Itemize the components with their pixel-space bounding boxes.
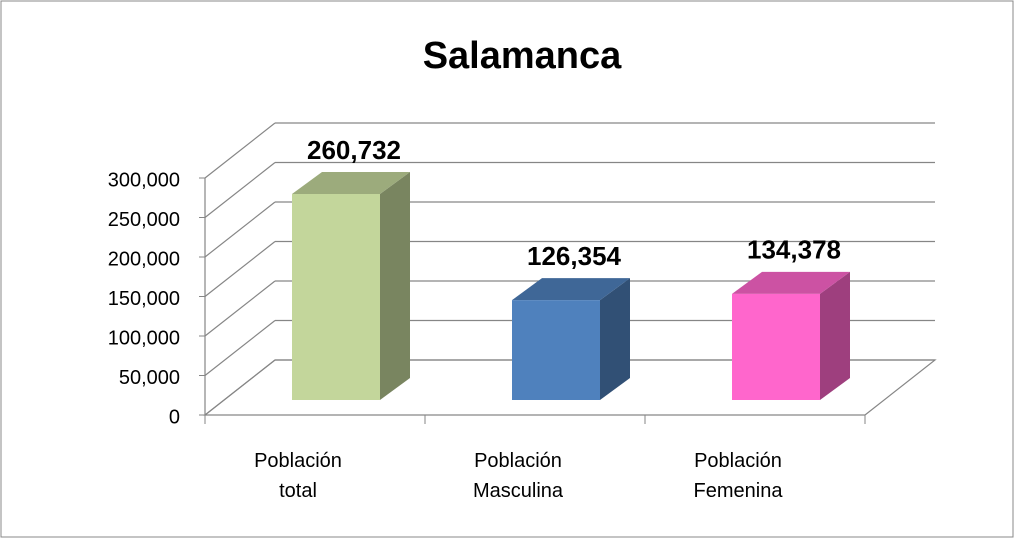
grid-line [204,359,276,416]
data-label: 126,354 [527,241,622,271]
grid-line [204,280,276,337]
bar [512,278,630,400]
bar-top [292,172,410,195]
bar-side [820,271,850,400]
bar-side [600,278,630,400]
y-tick-label: 200,000 [108,248,180,270]
bar-front [292,194,380,400]
x-tick-label: Población Masculina [473,450,564,502]
chart-title: Salamanca [423,35,622,77]
bar-front [732,293,820,400]
bar-side [380,172,410,400]
data-label: 134,378 [747,235,841,265]
grid-line [204,162,276,218]
x-tick-label: Población Femenina [694,450,784,502]
data-label: 260,732 [307,135,401,165]
y-tick-label: 150,000 [108,288,180,310]
bar [292,172,410,400]
bar-top [512,278,630,301]
grid-line [204,241,276,297]
grid-line [204,122,276,179]
y-tick-label: 50,000 [119,367,180,389]
bar-top [732,271,850,294]
bar-front [512,300,600,400]
y-tick-label: 0 [169,406,180,428]
y-tick-label: 250,000 [108,209,180,231]
y-tick-label: 300,000 [108,169,180,191]
x-tick-label: Población total [254,450,342,502]
y-tick-label: 100,000 [108,327,180,349]
grid-line [204,320,276,376]
grid-line [204,201,276,258]
bar [732,271,850,400]
